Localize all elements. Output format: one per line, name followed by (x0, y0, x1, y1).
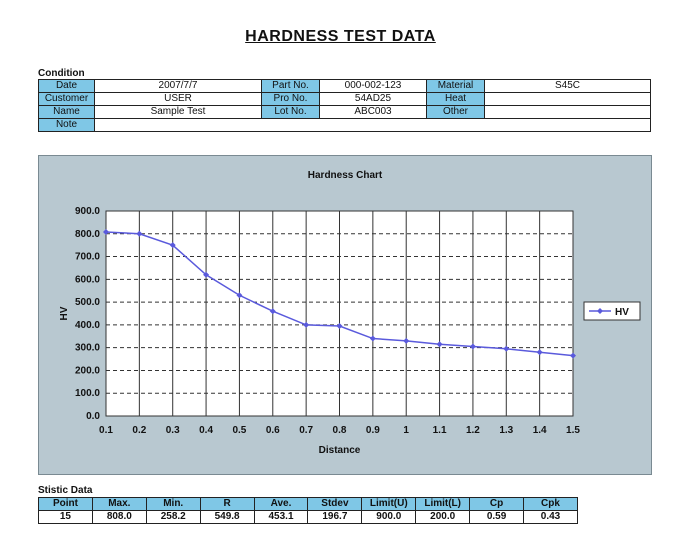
condition-label-cell: Part No. (261, 79, 320, 93)
y-tick-label: 200.0 (75, 365, 100, 376)
statistic-value-cell: 0.59 (469, 510, 525, 524)
legend-label: HV (615, 307, 629, 318)
statistic-header-cell: Ave. (253, 497, 309, 511)
condition-label-cell: Name (38, 105, 95, 119)
statistic-value-row: 15 808.0 258.2 549.8 453.1 196.7 900.0 200.0 0.5… (38, 510, 578, 524)
statistic-header-cell: Max. (91, 497, 147, 511)
condition-value-cell (484, 105, 651, 119)
data-point (403, 337, 410, 344)
x-tick-label: 0.2 (132, 425, 146, 436)
statistic-header-cell: Min. (145, 497, 201, 511)
legend-marker (597, 308, 603, 314)
statistic-header-cell: Limit(L) (415, 497, 471, 511)
x-tick-label: 1.3 (499, 425, 513, 436)
condition-label-cell: Pro No. (261, 92, 320, 106)
x-tick-label: 1.4 (533, 425, 547, 436)
data-point (436, 341, 443, 348)
y-axis-label: HV (59, 306, 70, 320)
condition-value-cell: Sample Test (94, 105, 262, 119)
y-tick-label: 600.0 (75, 274, 100, 285)
x-tick-label: 0.1 (99, 425, 113, 436)
data-point (136, 230, 143, 237)
statistic-header-cell: R (199, 497, 255, 511)
condition-value-cell: 2007/7/7 (94, 79, 262, 93)
chart-title: Hardness Chart (308, 170, 383, 181)
condition-label-cell: Date (38, 79, 95, 93)
condition-label-cell: Other (426, 105, 485, 119)
statistic-header-cell: Stdev (307, 497, 363, 511)
y-tick-label: 500.0 (75, 297, 100, 308)
condition-label-cell: Lot No. (261, 105, 320, 119)
chart-panel: Hardness Chart 0.0 100.0 200.0 300.0 400.0 500… (38, 155, 652, 475)
x-tick-label: 1 (403, 425, 409, 436)
x-tick-label: 0.4 (199, 425, 213, 436)
statistic-header-cell: Cp (469, 497, 525, 511)
x-tick-label: 0.9 (366, 425, 380, 436)
y-tick-label: 900.0 (75, 206, 100, 217)
condition-label-cell: Heat (426, 92, 485, 106)
data-point (169, 242, 176, 249)
condition-row: Customer USER Pro No. 54AD25 Heat (38, 92, 651, 106)
y-tick-label: 100.0 (75, 388, 100, 399)
x-tick-label: 1.2 (466, 425, 480, 436)
data-point (236, 292, 243, 299)
data-point (269, 308, 276, 315)
condition-table: Date 2007/7/7 Part No. 000-002-123 Material S… (38, 79, 651, 132)
statistic-value-cell: 808.0 (91, 510, 147, 524)
condition-value-cell: 54AD25 (319, 92, 427, 106)
condition-value-cell: S45C (484, 79, 651, 93)
x-tick-label: 1.5 (566, 425, 580, 436)
y-tick-label: 400.0 (75, 320, 100, 331)
x-tick-label: 1.1 (433, 425, 447, 436)
statistic-value-cell: 15 (38, 510, 93, 524)
statistic-value-cell: 549.8 (199, 510, 255, 524)
statistic-header-row: Point Max. Min. R Ave. Stdev Limit(U) Limit(L) C… (38, 497, 578, 511)
y-tick-label: 700.0 (75, 252, 100, 263)
condition-note-row: Note (38, 118, 651, 132)
statistic-header-cell: Cpk (523, 497, 578, 511)
statistic-value-cell: 258.2 (145, 510, 201, 524)
condition-label: Condition (38, 68, 85, 79)
data-point (336, 323, 343, 330)
x-tick-label: 0.5 (232, 425, 246, 436)
page-title: HARDNESS TEST DATA (245, 28, 436, 45)
statistic-header-cell: Point (38, 497, 93, 511)
data-point (469, 343, 476, 350)
x-tick-label: 0.6 (266, 425, 280, 436)
data-point (536, 349, 543, 356)
data-point (503, 345, 510, 352)
condition-value-cell (484, 92, 651, 106)
x-tick-label: 0.8 (333, 425, 347, 436)
x-tick-label: 0.7 (299, 425, 313, 436)
statistic-value-cell: 900.0 (361, 510, 417, 524)
note-value-cell (94, 118, 651, 132)
statistic-value-cell: 0.43 (523, 510, 578, 524)
statistic-header-cell: Limit(U) (361, 497, 417, 511)
x-tick-label: 0.3 (166, 425, 180, 436)
condition-value-cell: 000-002-123 (319, 79, 427, 93)
statistic-value-cell: 196.7 (307, 510, 363, 524)
condition-value-cell: ABC003 (319, 105, 427, 119)
hardness-chart: Hardness Chart 0.0 100.0 200.0 300.0 400.0 500… (59, 170, 641, 456)
data-point (303, 321, 310, 328)
condition-label-cell: Customer (38, 92, 95, 106)
y-tick-label: 0.0 (86, 411, 100, 422)
data-point (570, 352, 576, 359)
legend-box (583, 301, 641, 321)
y-tick-label: 300.0 (75, 343, 100, 354)
condition-row: Name Sample Test Lot No. ABC003 Other (38, 105, 651, 119)
statistic-label: Stistic Data (38, 485, 93, 496)
condition-label-cell: Material (426, 79, 485, 93)
data-point (103, 228, 109, 235)
statistic-value-cell: 453.1 (253, 510, 309, 524)
statistic-table: Point Max. Min. R Ave. Stdev Limit(U) Limit(L) C… (38, 497, 578, 524)
y-tick-label: 800.0 (75, 229, 100, 240)
condition-value-cell: USER (94, 92, 262, 106)
data-point (203, 271, 210, 278)
condition-row: Date 2007/7/7 Part No. 000-002-123 Material S… (38, 79, 651, 93)
data-point (369, 335, 376, 342)
statistic-value-cell: 200.0 (415, 510, 471, 524)
x-axis-label: Distance (319, 445, 361, 456)
note-label-cell: Note (38, 118, 95, 132)
